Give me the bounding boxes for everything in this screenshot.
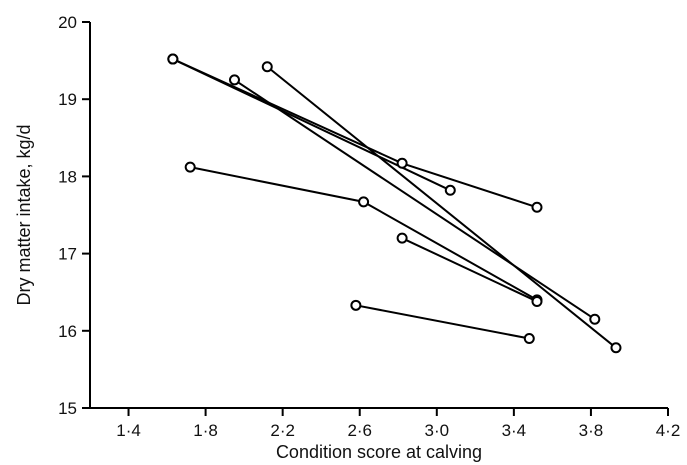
- x-tick-label: 1·8: [193, 421, 218, 440]
- series-4: [261, 61, 622, 354]
- data-point: [531, 295, 543, 307]
- y-tick-label: 20: [58, 13, 77, 32]
- x-axis-title: Condition score at calving: [276, 442, 482, 462]
- series-line: [401, 237, 538, 303]
- x-tick-label: 1·4: [116, 421, 141, 440]
- data-point: [444, 184, 456, 196]
- data-point: [531, 201, 543, 213]
- series-7: [350, 299, 535, 345]
- y-tick-label: 18: [58, 167, 77, 186]
- series-line: [189, 166, 538, 301]
- data-point: [396, 232, 408, 244]
- y-tick-label: 15: [58, 399, 77, 418]
- series-line: [266, 65, 617, 349]
- series-line: [355, 304, 530, 340]
- series-6: [396, 232, 543, 307]
- data-point: [358, 196, 370, 208]
- y-tick-label: 17: [58, 245, 77, 264]
- x-tick-label: 3·4: [502, 421, 527, 440]
- x-tick-label: 2·2: [270, 421, 295, 440]
- x-ticks: 1·4 1·8 2·2 2·6 3·0 3·4 3·8 4·2: [116, 408, 680, 440]
- data-point: [261, 61, 273, 73]
- data-point: [589, 313, 601, 325]
- x-tick-label: 2·6: [347, 421, 372, 440]
- data-point: [523, 333, 535, 345]
- data-point: [610, 342, 622, 354]
- data-point: [184, 161, 196, 173]
- series-layer: [167, 53, 622, 354]
- x-tick-label: 4·2: [656, 421, 681, 440]
- series-line: [172, 58, 538, 209]
- x-tick-label: 3·8: [579, 421, 604, 440]
- data-point: [350, 299, 362, 311]
- data-point: [229, 74, 240, 86]
- data-point: [167, 53, 179, 65]
- y-tick-label: 19: [58, 90, 77, 109]
- x-tick-label: 3·0: [425, 421, 450, 440]
- series-3: [229, 74, 601, 325]
- data-point: [396, 157, 408, 169]
- axes: [89, 22, 668, 409]
- series-line: [233, 79, 596, 321]
- y-axis-title: Dry matter intake, kg/d: [14, 124, 34, 305]
- y-ticks: 15 16 17 18 19 20: [58, 13, 90, 418]
- series-5: [184, 161, 543, 306]
- series-2: [167, 53, 543, 213]
- y-tick-label: 16: [58, 322, 77, 341]
